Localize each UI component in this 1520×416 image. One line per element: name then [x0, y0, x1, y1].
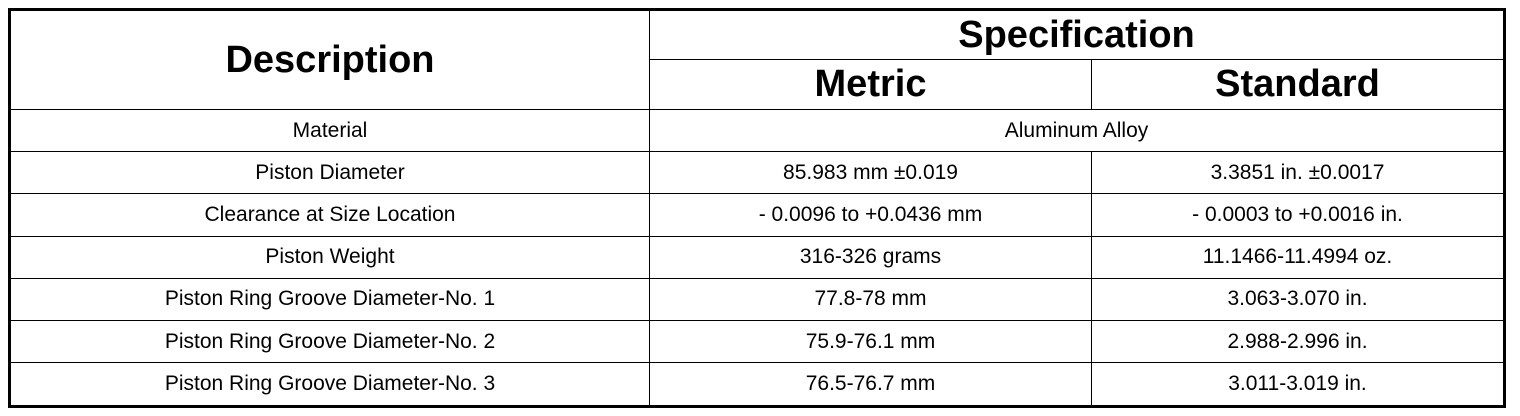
- row-description: Piston Ring Groove Diameter-No. 3: [9, 362, 650, 407]
- row-metric: 75.9-76.1 mm: [649, 319, 1092, 364]
- row-metric: - 0.0096 to +0.0436 mm: [649, 193, 1092, 237]
- table-row: Piston Diameter 85.983 mm ±0.019 3.3851 …: [9, 151, 1505, 195]
- header-description: Description: [9, 9, 650, 110]
- specification-table: Description Specification Metric Standar…: [8, 8, 1506, 408]
- row-description: Piston Ring Groove Diameter-No. 2: [9, 319, 650, 364]
- row-standard: 3.063-3.070 in.: [1091, 277, 1505, 321]
- row-description: Piston Diameter: [9, 151, 650, 195]
- row-description: Piston Weight: [9, 235, 650, 279]
- row-standard: 2.988-2.996 in.: [1091, 319, 1505, 364]
- row-standard: 3.011-3.019 in.: [1091, 362, 1505, 407]
- row-description: Piston Ring Groove Diameter-No. 1: [9, 277, 650, 321]
- row-metric: 77.8-78 mm: [649, 277, 1092, 321]
- header-specification: Specification: [649, 9, 1505, 60]
- table-row: Piston Ring Groove Diameter-No. 1 77.8-7…: [9, 277, 1505, 321]
- row-standard: - 0.0003 to +0.0016 in.: [1091, 193, 1505, 237]
- row-metric: 76.5-76.7 mm: [649, 362, 1092, 407]
- header-metric: Metric: [649, 59, 1092, 110]
- table-row: Clearance at Size Location - 0.0096 to +…: [9, 193, 1505, 237]
- table-row: Material Aluminum Alloy: [9, 108, 1505, 153]
- row-standard: 3.3851 in. ±0.0017: [1091, 151, 1505, 195]
- table-row: Piston Ring Groove Diameter-No. 3 76.5-7…: [9, 362, 1505, 407]
- table-row: Piston Ring Groove Diameter-No. 2 75.9-7…: [9, 319, 1505, 364]
- header-standard: Standard: [1091, 59, 1505, 110]
- row-description: Clearance at Size Location: [9, 193, 650, 237]
- row-metric: 85.983 mm ±0.019: [649, 151, 1092, 195]
- row-standard: 11.1466-11.4994 oz.: [1091, 235, 1505, 279]
- row-metric: 316-326 grams: [649, 235, 1092, 279]
- row-description: Material: [9, 108, 650, 153]
- table-row: Piston Weight 316-326 grams 11.1466-11.4…: [9, 235, 1505, 279]
- row-merged-value: Aluminum Alloy: [649, 108, 1505, 153]
